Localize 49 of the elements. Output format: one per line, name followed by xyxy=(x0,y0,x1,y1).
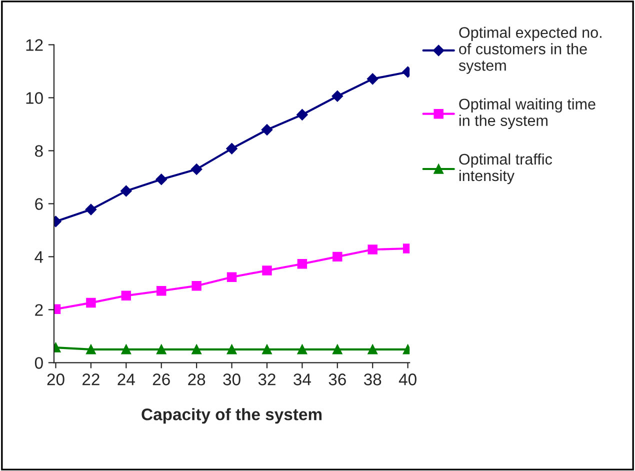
x-tick-label: 22 xyxy=(82,374,100,386)
point xyxy=(226,142,238,154)
point xyxy=(121,344,132,354)
y-tick-label: 10 xyxy=(26,92,43,104)
x-tick-label: 36 xyxy=(328,374,346,386)
point xyxy=(120,185,132,197)
point xyxy=(192,344,202,354)
point xyxy=(332,90,344,102)
point xyxy=(156,286,166,296)
x-tick-label: 32 xyxy=(258,374,276,386)
y-tick-label: 2 xyxy=(35,304,43,316)
point xyxy=(226,272,237,282)
point xyxy=(367,73,378,85)
y-tick-label: 12 xyxy=(26,39,43,51)
point xyxy=(368,244,378,254)
point xyxy=(156,344,166,354)
y-tick-label: 8 xyxy=(35,145,43,157)
point xyxy=(121,290,132,300)
x-tick-label: 34 xyxy=(294,374,311,386)
legend-label: Optimal traffic intensity xyxy=(459,153,552,184)
y-tick-label: 6 xyxy=(35,198,43,210)
point xyxy=(156,174,167,185)
x-tick-label: 28 xyxy=(188,374,206,386)
point xyxy=(296,109,308,120)
point xyxy=(332,344,342,354)
point xyxy=(192,280,202,291)
point xyxy=(190,164,202,175)
x-tick-label: 24 xyxy=(118,374,135,386)
y-tick-label: 4 xyxy=(34,251,44,263)
x-tick-label: 40 xyxy=(398,374,416,386)
y-tick-label: 0 xyxy=(34,357,43,369)
x-tick-label: 38 xyxy=(364,374,382,386)
point xyxy=(297,258,308,269)
point xyxy=(262,266,272,276)
point xyxy=(86,344,96,354)
point xyxy=(368,344,378,354)
point xyxy=(297,344,308,354)
point xyxy=(261,124,273,136)
x-axis-title: Capacity of the system xyxy=(142,408,322,424)
legend-label: Optimal expected no. of customers in the system xyxy=(458,26,602,74)
point xyxy=(332,252,342,262)
x-tick-label: 30 xyxy=(223,374,240,386)
point xyxy=(85,204,97,216)
point xyxy=(86,298,96,308)
point xyxy=(262,344,272,354)
x-tick-label: 20 xyxy=(47,374,64,386)
legend-label: Optimal waiting time in the system xyxy=(459,98,596,129)
x-tick-label: 26 xyxy=(152,374,170,386)
point xyxy=(226,344,237,354)
